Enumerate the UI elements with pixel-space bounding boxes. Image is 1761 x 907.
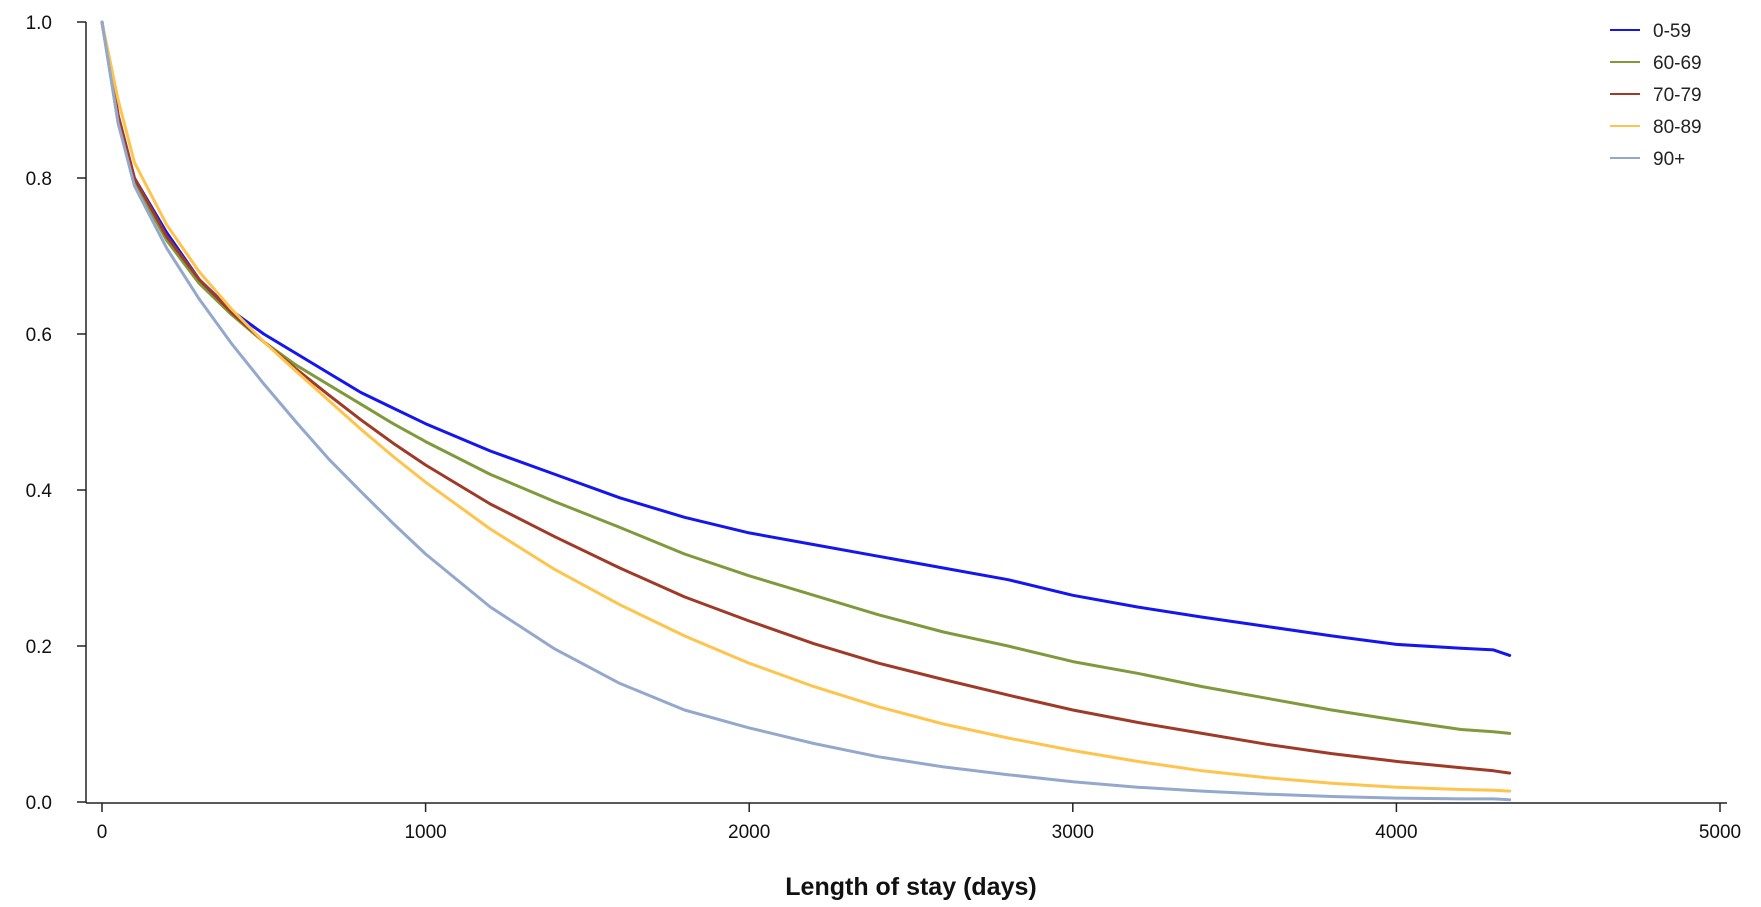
y-tick-label: 1.0	[26, 13, 52, 34]
series-line-0-59	[100, 20, 1512, 657]
series-line-60-69	[100, 20, 1512, 735]
series-line-70-79	[100, 20, 1512, 775]
x-tick-label: 0	[97, 822, 108, 843]
legend-label-90+: 90+	[1653, 149, 1685, 170]
legend-label-70-79: 70-79	[1653, 85, 1702, 106]
legend: 0-59 60-69 70-79 80-89 90+	[1610, 21, 1702, 170]
x-tick-label: 2000	[728, 822, 770, 843]
series-lines	[100, 20, 1512, 802]
series-line-80-89	[100, 20, 1512, 793]
y-tick-label: 0.4	[26, 481, 53, 502]
x-ticks: 0 1000 2000 3000 4000 5000	[97, 803, 1741, 843]
x-tick-label: 5000	[1699, 822, 1741, 843]
axes	[85, 22, 1727, 804]
legend-label-60-69: 60-69	[1653, 53, 1702, 74]
y-tick-label: 0.0	[26, 793, 52, 814]
x-tick-label: 1000	[404, 822, 446, 843]
legend-label-80-89: 80-89	[1653, 117, 1702, 138]
y-tick-label: 0.8	[26, 169, 52, 190]
x-tick-label: 4000	[1375, 822, 1417, 843]
x-tick-label: 3000	[1052, 822, 1094, 843]
series-line-90+	[100, 20, 1512, 802]
y-tick-label: 0.2	[26, 637, 52, 658]
y-ticks: 0.0 0.2 0.4 0.6 0.8 1.0	[26, 13, 86, 814]
y-tick-label: 0.6	[26, 325, 52, 346]
legend-label-0-59: 0-59	[1653, 21, 1691, 42]
x-axis-title: Length of stay (days)	[785, 873, 1036, 901]
